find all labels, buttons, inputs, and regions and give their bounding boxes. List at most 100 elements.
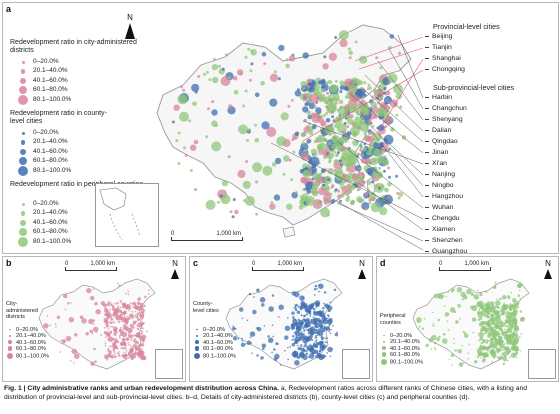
redevelopment-point: [491, 314, 494, 316]
redevelopment-point: [493, 308, 496, 312]
redevelopment-point: [500, 313, 502, 316]
scale-bar: 0 1,000 km: [65, 261, 117, 271]
redevelopment-point: [125, 348, 128, 351]
redevelopment-point: [302, 106, 309, 113]
redevelopment-point: [112, 344, 118, 350]
legend-label: 40.1–60.0%: [33, 76, 68, 84]
redevelopment-point: [338, 99, 344, 105]
redevelopment-point: [271, 351, 273, 354]
redevelopment-point: [130, 330, 132, 333]
redevelopment-point: [322, 317, 325, 319]
legend-symbol: [21, 60, 25, 64]
redevelopment-point: [134, 347, 139, 351]
redevelopment-point: [303, 341, 306, 344]
redevelopment-point: [314, 300, 321, 306]
redevelopment-point: [323, 346, 325, 349]
redevelopment-point: [336, 194, 342, 199]
redevelopment-point: [298, 338, 301, 342]
redevelopment-point: [313, 84, 321, 91]
redevelopment-point: [318, 353, 322, 357]
redevelopment-point: [501, 312, 504, 315]
redevelopment-point: [303, 305, 306, 307]
redevelopment-point: [454, 349, 457, 352]
redevelopment-point: [112, 305, 115, 307]
legend-symbol: [195, 334, 199, 338]
redevelopment-point: [490, 332, 493, 334]
redevelopment-point: [309, 315, 312, 317]
north-arrow-icon: [125, 23, 135, 39]
redevelopment-point: [127, 290, 130, 293]
redevelopment-point: [467, 357, 469, 360]
redevelopment-point: [348, 56, 352, 60]
redevelopment-point: [59, 351, 62, 353]
redevelopment-point: [399, 105, 403, 109]
redevelopment-point: [322, 85, 326, 89]
redevelopment-point: [493, 321, 496, 324]
redevelopment-point: [60, 339, 63, 342]
redevelopment-point: [290, 178, 294, 182]
redevelopment-point: [294, 90, 302, 97]
redevelopment-point: [305, 352, 309, 356]
redevelopment-point: [124, 326, 129, 331]
redevelopment-point: [252, 162, 263, 173]
redevelopment-point: [327, 315, 330, 318]
city-label: Xiamen: [425, 226, 455, 233]
redevelopment-point: [113, 332, 117, 336]
legend-label: 60.1–80.0%: [33, 228, 68, 236]
redevelopment-point: [207, 107, 210, 111]
redevelopment-point: [329, 301, 331, 304]
redevelopment-point: [311, 339, 314, 341]
redevelopment-point: [289, 345, 292, 348]
legend-row: 80.1–100.0%: [6, 352, 49, 360]
redevelopment-point: [468, 343, 471, 346]
redevelopment-point: [363, 132, 367, 135]
legend-symbol: [196, 328, 198, 331]
redevelopment-point: [208, 78, 212, 82]
redevelopment-point: [133, 315, 135, 318]
redevelopment-point: [487, 319, 491, 323]
redevelopment-point: [92, 288, 95, 291]
redevelopment-point: [110, 332, 113, 334]
redevelopment-point: [346, 131, 352, 136]
redevelopment-point: [495, 300, 501, 306]
redevelopment-point: [67, 301, 70, 305]
redevelopment-point: [324, 303, 329, 308]
redevelopment-point: [256, 354, 259, 357]
redevelopment-point: [486, 314, 489, 316]
redevelopment-point: [473, 359, 478, 364]
redevelopment-point: [242, 104, 246, 108]
redevelopment-point: [140, 330, 143, 332]
redevelopment-point: [315, 339, 318, 341]
redevelopment-point: [438, 335, 441, 339]
legend-row: 80.1–100.0%: [380, 358, 423, 366]
redevelopment-point: [109, 325, 112, 328]
redevelopment-point: [278, 304, 284, 311]
redevelopment-point: [311, 124, 317, 130]
redevelopment-point: [141, 338, 145, 343]
redevelopment-point: [323, 344, 326, 346]
redevelopment-point: [441, 292, 444, 295]
redevelopment-point: [483, 356, 486, 358]
redevelopment-point: [45, 330, 47, 333]
redevelopment-point: [104, 344, 107, 347]
redevelopment-point: [135, 307, 137, 309]
redevelopment-point: [518, 335, 521, 338]
redevelopment-point: [318, 290, 320, 293]
redevelopment-point: [503, 302, 505, 304]
redevelopment-point: [386, 196, 390, 200]
redevelopment-point: [312, 348, 314, 351]
redevelopment-point: [386, 121, 391, 126]
north-arrow-icon: [544, 269, 552, 279]
redevelopment-point: [308, 356, 310, 359]
redevelopment-point: [363, 81, 367, 85]
redevelopment-point: [315, 334, 318, 337]
redevelopment-point: [517, 283, 522, 289]
redevelopment-point: [491, 322, 494, 325]
redevelopment-point: [321, 338, 324, 341]
redevelopment-point: [320, 120, 327, 127]
legend-symbol: [195, 340, 199, 345]
redevelopment-point: [120, 347, 123, 349]
redevelopment-point: [300, 331, 303, 333]
redevelopment-point: [371, 124, 375, 128]
redevelopment-point: [383, 87, 387, 91]
